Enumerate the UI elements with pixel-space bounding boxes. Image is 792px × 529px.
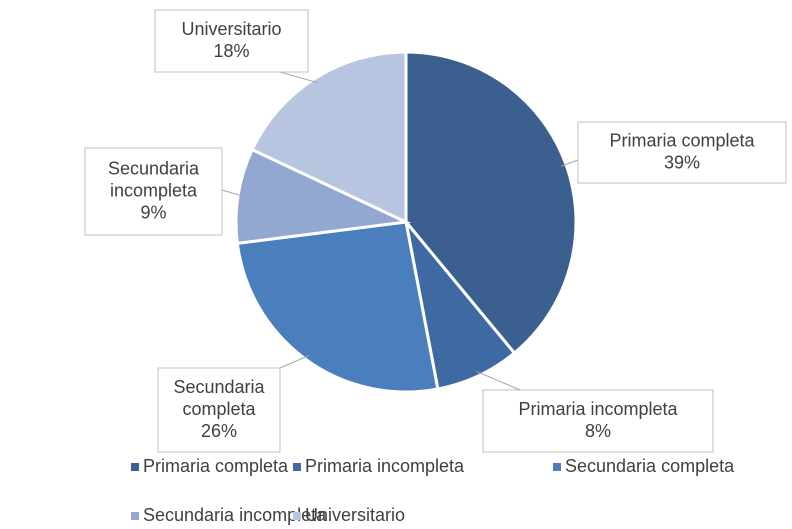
leader-line (279, 355, 310, 369)
legend-marker (131, 512, 139, 520)
data-label-value: 9% (140, 202, 166, 222)
legend-marker (293, 512, 301, 520)
data-label-value: 8% (585, 421, 611, 441)
leader-line (279, 71, 318, 84)
leader-line (561, 159, 579, 167)
label-box (84, 147, 223, 236)
pie-slice (235, 220, 440, 394)
label-box (482, 389, 714, 453)
data-label-value: 18% (213, 41, 249, 61)
data-label-name: Primaria incompleta (518, 399, 678, 419)
legend-label: Primaria completa (143, 456, 289, 476)
legend-label: Secundaria incompleta (143, 505, 327, 525)
data-label-name: Universitario (181, 19, 281, 39)
label-box (577, 121, 787, 184)
data-label-name: Primaria completa (609, 130, 755, 150)
data-label-value: 26% (201, 421, 237, 441)
data-label-value: 39% (664, 152, 700, 172)
data-label-name: Secundaria completa (173, 377, 265, 419)
pie-slice (250, 50, 408, 225)
leader-line (221, 189, 244, 197)
legend-label: Universitario (305, 505, 405, 525)
legend-label: Primaria incompleta (305, 456, 465, 476)
legend-marker (553, 463, 561, 471)
leader-line (476, 370, 521, 391)
data-label-name: Secundaria incompleta (108, 158, 200, 200)
pie-slice (234, 147, 412, 245)
legend-marker (293, 463, 301, 471)
label-box (157, 367, 281, 453)
legend-label: Secundaria completa (565, 456, 735, 476)
label-box (154, 9, 309, 73)
legend-marker (131, 463, 139, 471)
